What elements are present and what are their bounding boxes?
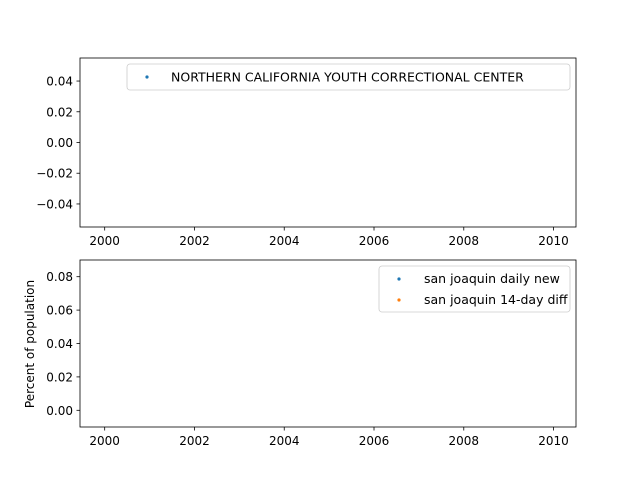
bottom-legend-box xyxy=(378,265,571,313)
bottom-x-axis: 2000 2002 2004 2006 2008 2010 xyxy=(89,427,569,448)
top-x-tick-label-1: 2002 xyxy=(179,234,210,248)
top-x-axis: 2000 2002 2004 2006 2008 2010 xyxy=(89,227,569,248)
top-y-tick-label-1: −0.02 xyxy=(36,167,73,181)
bottom-x-tick-label-3: 2006 xyxy=(359,434,390,448)
bottom-x-tick-label-1: 2002 xyxy=(179,434,210,448)
bottom-x-tick-label-5: 2010 xyxy=(538,434,569,448)
bottom-legend: san joaquin daily new san joaquin 14-day… xyxy=(378,265,571,313)
top-y-tick-label-0: −0.04 xyxy=(36,197,73,211)
bottom-panel: 0.000.020.040.060.08 2000 2002 2004 2006 200… xyxy=(23,259,577,448)
top-x-tick-label-3: 2006 xyxy=(359,234,390,248)
top-y-tick-label-2: 0.00 xyxy=(46,136,73,150)
top-y-tick-label-4: 0.04 xyxy=(46,75,73,89)
bottom-y-tick-label-2: 0.04 xyxy=(46,337,73,351)
bottom-y-tick-label-1: 0.02 xyxy=(46,370,73,384)
top-x-tick-label-5: 2010 xyxy=(538,234,569,248)
top-legend-marker-0 xyxy=(145,75,149,79)
bottom-y-axis-label: Percent of population xyxy=(23,280,37,408)
bottom-legend-label-1: san joaquin 14-day diff xyxy=(424,292,568,307)
top-legend-box xyxy=(126,63,571,91)
top-y-tick-label-3: 0.02 xyxy=(46,105,73,119)
bottom-y-tick-label-4: 0.08 xyxy=(46,270,73,284)
top-x-tick-label-0: 2000 xyxy=(89,234,120,248)
bottom-x-tick-label-4: 2008 xyxy=(449,434,480,448)
bottom-y-axis: 0.00 0.02 0.04 0.06 0.08 xyxy=(46,270,80,418)
bottom-y-tick-label-0: 0.00 xyxy=(46,404,73,418)
bottom-legend-label-0: san joaquin daily new xyxy=(424,271,560,286)
top-legend-label-0: NORTHERN CALIFORNIA YOUTH CORRECTIONAL C… xyxy=(171,70,524,85)
top-y-axis: −0.04 −0.02 0.00 0.02 0.04 xyxy=(36,75,80,211)
bottom-x-tick-label-2: 2004 xyxy=(269,434,300,448)
bottom-x-tick-label-0: 2000 xyxy=(89,434,120,448)
bottom-legend-marker-0 xyxy=(397,277,401,281)
top-x-tick-label-2: 2004 xyxy=(269,234,300,248)
bottom-y-tick-label-3: 0.06 xyxy=(46,304,73,318)
bottom-legend-marker-1 xyxy=(397,298,401,302)
top-x-tick-label-4: 2008 xyxy=(449,234,480,248)
top-legend: NORTHERN CALIFORNIA YOUTH CORRECTIONAL C… xyxy=(126,63,571,91)
top-panel: −0.04−0.020.000.020.04 2000 2002 2004 2006 2… xyxy=(36,57,577,248)
